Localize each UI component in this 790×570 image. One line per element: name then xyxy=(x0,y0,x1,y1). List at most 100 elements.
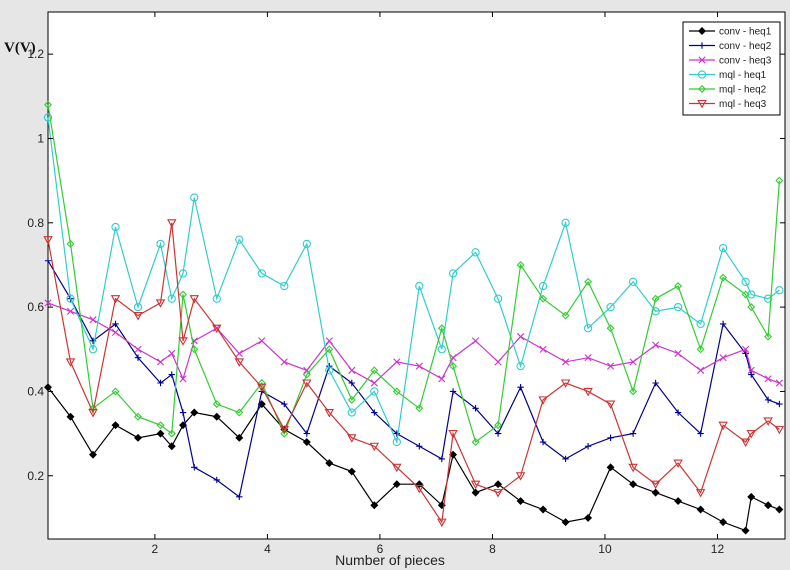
data-point xyxy=(449,388,457,395)
data-point xyxy=(234,358,245,367)
data-point xyxy=(111,222,120,232)
data-point xyxy=(212,400,221,409)
data-point xyxy=(88,345,98,354)
data-point xyxy=(493,294,503,303)
data-point xyxy=(134,345,142,353)
legend-entry-conv-heq1: conv - heq1 xyxy=(689,27,772,38)
data-point xyxy=(747,366,755,374)
data-point xyxy=(325,459,334,468)
data-point xyxy=(212,412,221,421)
data-point xyxy=(302,438,311,447)
legend-swatch-marker xyxy=(698,85,706,93)
data-point xyxy=(392,463,402,473)
data-point xyxy=(438,455,446,463)
data-point xyxy=(190,193,199,202)
legend-swatch-marker xyxy=(698,56,706,64)
data-point xyxy=(516,333,525,341)
data-point xyxy=(605,400,616,410)
series-mql-heq3 xyxy=(43,219,785,528)
data-point xyxy=(168,349,176,358)
data-point xyxy=(302,370,311,379)
data-point xyxy=(65,358,76,367)
data-point xyxy=(156,358,165,366)
data-point xyxy=(281,400,288,408)
data-point xyxy=(775,286,784,295)
data-point xyxy=(44,299,52,307)
data-point xyxy=(584,354,592,362)
data-point xyxy=(257,379,266,387)
data-point xyxy=(280,281,289,291)
data-point xyxy=(516,260,525,269)
data-point xyxy=(747,290,756,299)
data-point xyxy=(539,438,547,446)
data-point xyxy=(471,488,480,497)
data-point xyxy=(89,450,97,459)
data-point xyxy=(302,379,312,388)
x-tick-label: 6 xyxy=(377,542,384,556)
data-point xyxy=(88,408,98,418)
data-point xyxy=(584,513,593,522)
series-conv-heq2 xyxy=(44,257,783,501)
data-point xyxy=(538,396,548,405)
data-point xyxy=(167,294,176,303)
data-point xyxy=(156,239,165,249)
data-point xyxy=(44,257,52,264)
data-point xyxy=(179,375,187,383)
data-point xyxy=(416,443,423,450)
data-point xyxy=(133,312,143,321)
legend-entry-mql-heq1: mql - heq1 xyxy=(689,70,767,81)
data-point xyxy=(650,480,661,490)
x-tick-label: 10 xyxy=(598,542,612,556)
data-point xyxy=(325,337,333,345)
data-point xyxy=(606,302,615,312)
data-point xyxy=(517,384,524,391)
data-point xyxy=(606,463,615,472)
data-point xyxy=(66,307,75,315)
data-point xyxy=(112,320,119,328)
data-point xyxy=(607,362,615,370)
data-point xyxy=(212,324,222,334)
legend: conv - heq1 conv - heq2 conv - heq3 mql - h… xyxy=(682,21,781,116)
data-point xyxy=(325,366,334,375)
data-point xyxy=(763,294,773,303)
data-point xyxy=(561,518,570,527)
x-axis-ticks: 2 4 6 8 10 12 xyxy=(152,12,724,556)
data-point xyxy=(696,319,705,329)
legend-label: conv - heq2 xyxy=(719,41,772,52)
data-point xyxy=(347,467,356,476)
series-line xyxy=(47,222,780,524)
data-point xyxy=(190,408,199,417)
data-point xyxy=(673,459,683,469)
data-point xyxy=(628,463,638,473)
data-point xyxy=(156,421,165,430)
data-point xyxy=(414,484,425,494)
data-point xyxy=(66,412,75,421)
data-point xyxy=(742,345,750,353)
data-point xyxy=(697,430,704,437)
data-point xyxy=(515,472,526,481)
data-point xyxy=(191,464,198,471)
data-point xyxy=(561,218,570,227)
y-axis-ticks: 0.2 0.4 0.6 0.8 1 1.2 xyxy=(27,47,785,483)
data-point xyxy=(179,290,188,299)
data-point xyxy=(43,113,53,122)
data-point xyxy=(448,269,458,278)
data-point xyxy=(740,438,751,447)
data-point xyxy=(437,345,446,354)
data-point xyxy=(741,277,750,286)
data-point xyxy=(697,366,705,374)
legend-label: conv - heq1 xyxy=(719,27,772,38)
data-point xyxy=(747,492,756,501)
series-line xyxy=(47,104,780,444)
data-point xyxy=(607,434,614,442)
data-point xyxy=(168,371,175,378)
data-point xyxy=(561,358,570,366)
data-point xyxy=(561,311,570,320)
data-point xyxy=(629,480,638,489)
data-point xyxy=(189,295,200,304)
data-point xyxy=(674,409,682,416)
data-point xyxy=(437,324,446,333)
data-point xyxy=(674,497,683,506)
data-point xyxy=(774,425,785,435)
